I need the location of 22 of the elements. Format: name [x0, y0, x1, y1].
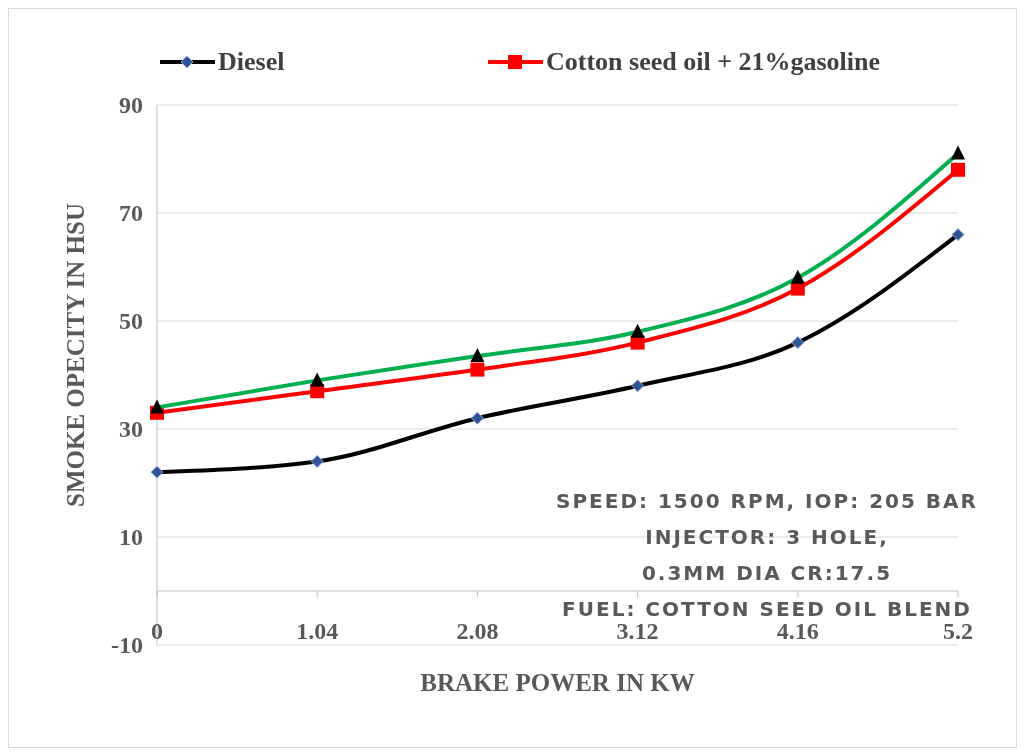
point — [951, 162, 965, 177]
y-tick-label: 70 — [119, 200, 143, 226]
legend-label: Cotton seed oil + 21%gasoline — [546, 47, 881, 76]
x-tick-label: 2.08 — [456, 618, 499, 644]
annotation: INJECTOR: 3 HOLE, — [645, 525, 889, 549]
y-tick-label: 50 — [119, 308, 143, 334]
annotation: FUEL: COTTON SEED OIL BLEND — [562, 597, 972, 621]
y-tick-label: 30 — [119, 416, 143, 442]
x-tick-label: 0 — [151, 618, 163, 644]
x-axis-title: BRAKE POWER IN KW — [420, 669, 695, 696]
y-tick-label: 10 — [119, 524, 143, 550]
x-tick-label: 1.04 — [296, 618, 339, 644]
point — [470, 362, 485, 377]
legend-label: Diesel — [218, 47, 285, 76]
x-tick-label: 3.12 — [616, 618, 659, 644]
y-tick-label: -10 — [111, 632, 143, 658]
x-tick-label: 4.16 — [776, 618, 819, 644]
y-tick-label: 90 — [119, 92, 143, 118]
x-tick-label: 5.2 — [943, 618, 973, 644]
annotation: SPEED: 1500 RPM, IOP: 205 BAR — [556, 489, 978, 513]
y-axis-title: SMOKE OPECITY IN HSU — [62, 203, 89, 507]
annotation: 0.3MM DIA CR:17.5 — [641, 561, 893, 585]
